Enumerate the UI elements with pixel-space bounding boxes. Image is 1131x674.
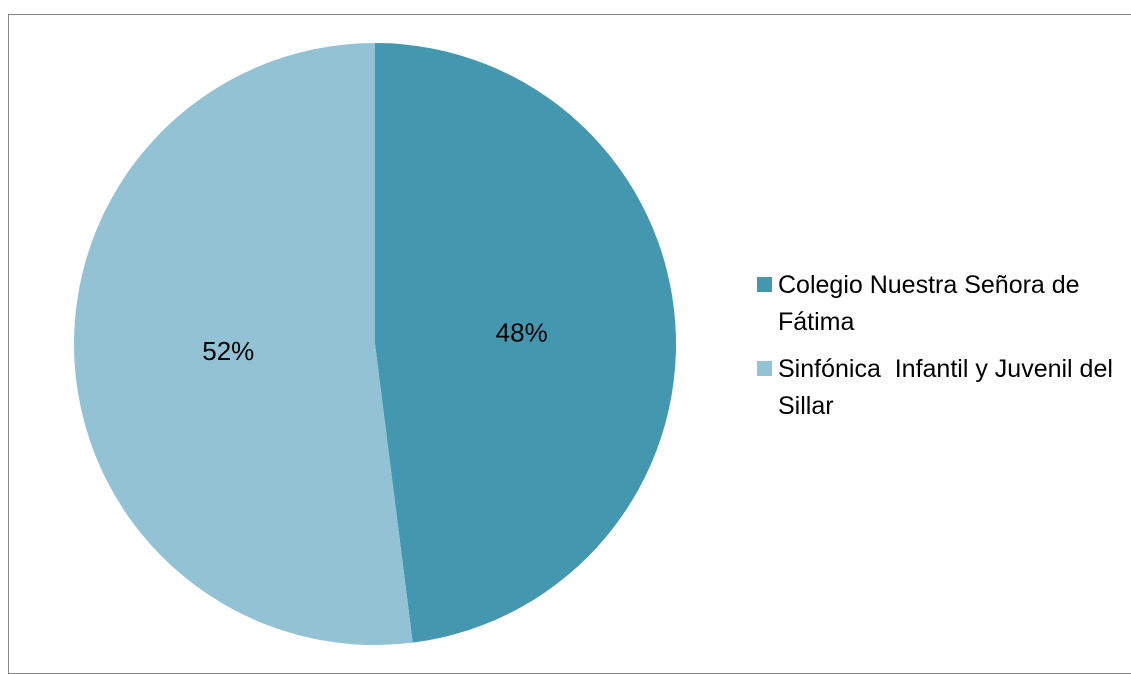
pie-slice xyxy=(74,42,413,645)
legend-label: Colegio Nuestra Señora de Fátima xyxy=(778,271,1087,336)
legend-swatch xyxy=(757,361,772,376)
legend-swatch xyxy=(757,277,772,292)
data-label: 48% xyxy=(496,318,548,348)
legend-label: Sinfónica Infantil y Juvenil del Sillar xyxy=(778,355,1120,420)
legend-entry: Colegio Nuestra Señora de Fátima xyxy=(757,267,1117,341)
legend-entry: Sinfónica Infantil y Juvenil del Sillar xyxy=(757,351,1117,425)
pie-slice xyxy=(375,43,677,643)
legend: Colegio Nuestra Señora de Fátima Sinfónic… xyxy=(757,267,1117,435)
data-label: 52% xyxy=(202,336,254,366)
